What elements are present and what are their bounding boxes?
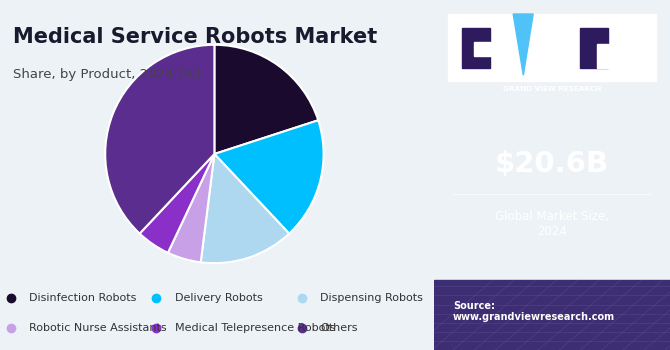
Text: $20.6B: $20.6B: [495, 150, 609, 178]
Text: Dispensing Robots: Dispensing Robots: [320, 293, 423, 303]
Bar: [576, 21, 612, 75]
Text: Global Market Size,
2024: Global Market Size, 2024: [495, 210, 609, 238]
Wedge shape: [105, 45, 214, 233]
Text: Delivery Robots: Delivery Robots: [174, 293, 262, 303]
Bar: [434, 280, 670, 350]
Text: Medical Service Robots Market: Medical Service Robots Market: [13, 27, 378, 47]
Text: Source:
www.grandviewresearch.com: Source: www.grandviewresearch.com: [453, 301, 615, 322]
Wedge shape: [201, 154, 289, 263]
Bar: [458, 21, 494, 75]
Text: Medical Telepresence Robots: Medical Telepresence Robots: [174, 323, 335, 333]
Bar: [580, 28, 608, 68]
Text: Share, by Product, 2024 (%): Share, by Product, 2024 (%): [13, 68, 201, 81]
Bar: [462, 28, 490, 68]
Wedge shape: [214, 120, 324, 233]
Text: GRAND VIEW RESEARCH: GRAND VIEW RESEARCH: [503, 86, 601, 92]
Bar: [474, 42, 492, 56]
Wedge shape: [214, 45, 318, 154]
Bar: [448, 14, 656, 80]
Polygon shape: [513, 14, 533, 75]
Text: Disinfection Robots: Disinfection Robots: [29, 293, 137, 303]
Text: Others: Others: [320, 323, 358, 333]
Text: Robotic Nurse Assistants: Robotic Nurse Assistants: [29, 323, 167, 333]
Bar: [597, 44, 608, 68]
Wedge shape: [139, 154, 214, 253]
Wedge shape: [168, 154, 214, 262]
